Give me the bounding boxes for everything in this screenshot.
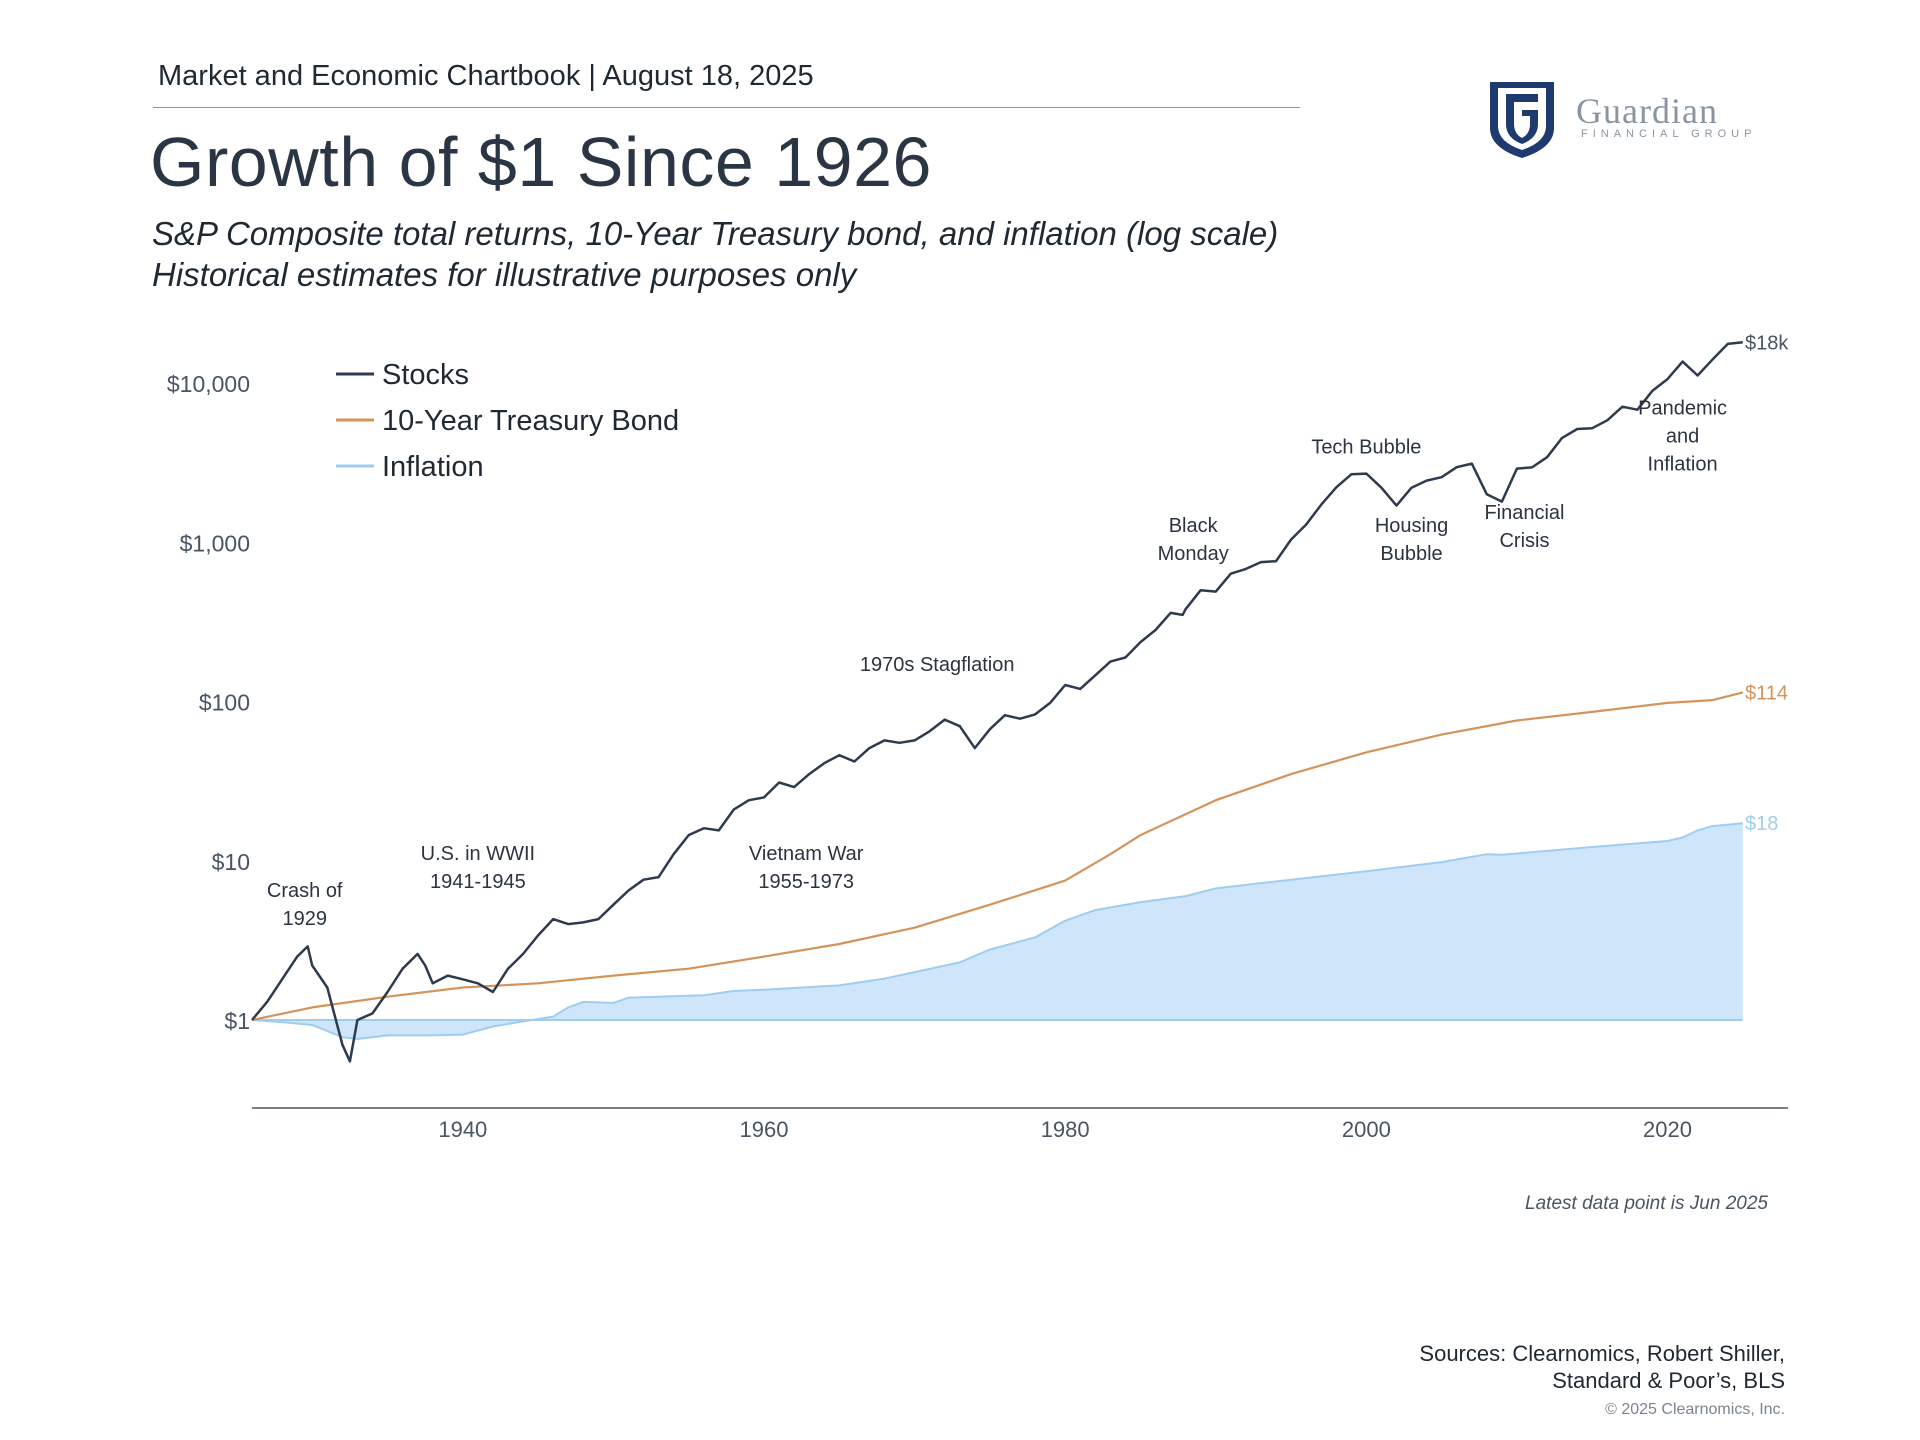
end-label-inflation: $18	[1745, 813, 1778, 835]
annotation-financial-crisis: Financial Crisis	[1484, 502, 1564, 552]
logo-wordmark: Guardian	[1576, 91, 1718, 131]
annotation-housing-bubble: Housing Bubble	[1375, 515, 1448, 565]
x-tick-label-2020: 2020	[1643, 1117, 1692, 1142]
series-line-inflation	[251, 822, 1743, 1041]
chartbook-header: Market and Economic Chartbook | August 1…	[158, 60, 814, 92]
annotation-black-monday: Black Monday	[1158, 515, 1229, 565]
guardian-logo-icon	[1490, 82, 1554, 158]
y-tick-label-1000: $1,000	[180, 530, 250, 556]
latest-data-note: Latest data point is Jun 2025	[1525, 1193, 1768, 1214]
end-label-stocks: $18k	[1745, 332, 1789, 354]
copyright: © 2025 Clearnomics, Inc.	[1605, 1401, 1785, 1418]
page-title: Growth of $1 Since 1926	[150, 123, 932, 201]
y-tick-label-100: $100	[199, 690, 250, 716]
series-line-stocks	[251, 341, 1743, 1063]
series-area-inflation	[252, 823, 1743, 1039]
x-tick-label-2000: 2000	[1342, 1117, 1391, 1142]
annotation-1970s-stagflation: 1970s Stagflation	[860, 654, 1015, 676]
sources-line-1: Sources: Clearnomics, Robert Shiller,	[1419, 1341, 1785, 1366]
annotation-pandemic-and-inflation: Pandemic and Inflation	[1638, 397, 1727, 475]
annotation-vietnam-war-1955-1973: Vietnam War 1955-1973	[749, 843, 864, 893]
end-label-10-year-treasury-bond: $114	[1745, 682, 1788, 704]
series-line-10-year-treasury-bond	[251, 691, 1744, 1022]
header-divider	[153, 107, 1300, 108]
legend-label-inflation: Inflation	[382, 451, 484, 483]
sources-line-2: Standard & Poor’s, BLS	[1552, 1368, 1785, 1393]
annotation-u-s-in-wwii-1941-1945: U.S. in WWII 1941-1945	[421, 843, 535, 893]
logo-tagline: FINANCIAL GROUP	[1581, 128, 1757, 140]
legend-label-10-year-treasury-bond: 10-Year Treasury Bond	[382, 405, 679, 437]
annotation-tech-bubble: Tech Bubble	[1311, 437, 1421, 459]
subtitle-line-1: S&P Composite total returns, 10-Year Tre…	[152, 215, 1279, 252]
x-tick-label-1940: 1940	[438, 1117, 487, 1142]
x-tick-label-1960: 1960	[740, 1117, 789, 1142]
subtitle-line-2: Historical estimates for illustrative pu…	[152, 256, 857, 293]
y-tick-label-10000: $10,000	[167, 371, 250, 397]
y-tick-label-1: $1	[224, 1008, 250, 1034]
sources-note: Sources: Clearnomics, Robert Shiller, St…	[1419, 1340, 1785, 1394]
y-tick-label-10: $10	[212, 849, 250, 875]
x-tick-label-1980: 1980	[1041, 1117, 1090, 1142]
legend-label-stocks: Stocks	[382, 359, 469, 391]
annotation-crash-of-1929: Crash of 1929	[267, 880, 343, 930]
